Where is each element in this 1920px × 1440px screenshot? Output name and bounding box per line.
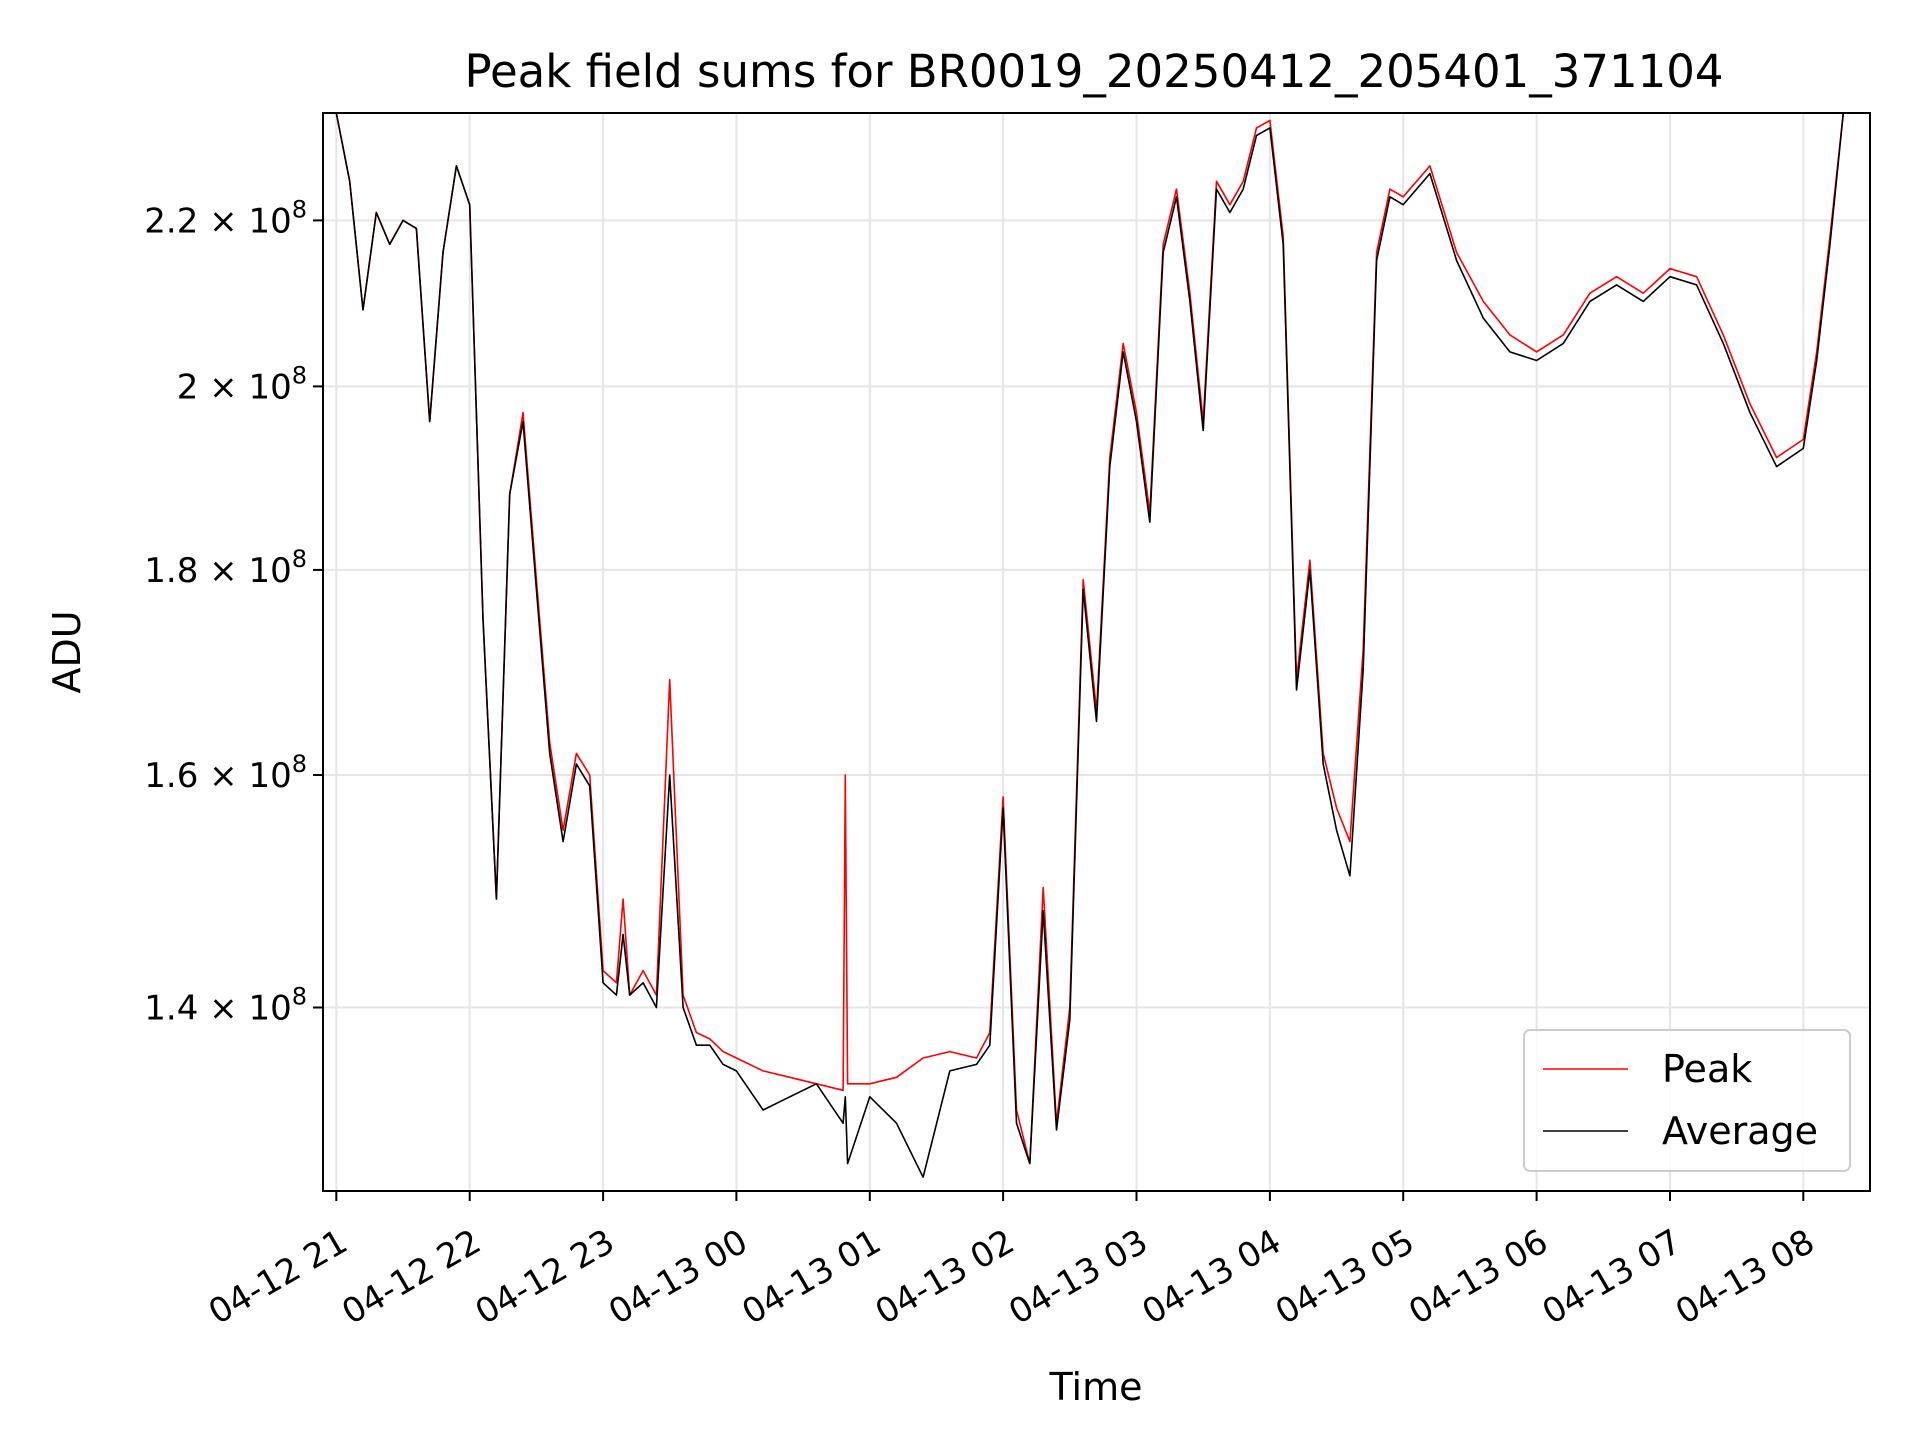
legend: Peak Average: [1523, 1029, 1851, 1172]
y-tick-label: 2.2 × 108: [144, 195, 307, 241]
plot-area: [322, 112, 1871, 1192]
y-tick-label: 2 × 108: [177, 361, 307, 407]
grid: [323, 113, 1870, 1191]
legend-label-peak: Peak: [1662, 1047, 1752, 1091]
x-axis-label: Time: [1049, 1365, 1143, 1409]
y-tick-label: 1.4 × 108: [144, 983, 307, 1029]
y-axis-label: ADU: [45, 610, 89, 693]
y-tick-label: 1.8 × 108: [144, 545, 307, 591]
legend-label-average: Average: [1662, 1109, 1818, 1153]
series-line-average: [323, 112, 1870, 1178]
chart-title: Peak field sums for BR0019_20250412_2054…: [464, 45, 1723, 98]
series-lines: [323, 112, 1870, 1178]
plot-background: [323, 113, 1870, 1191]
legend-box: [1523, 1029, 1851, 1172]
plot-frame: [322, 112, 1871, 1192]
y-axis-ticks: 1.4 × 108 1.6 × 108 1.8 × 108 2 × 108 2.2 × …: [144, 195, 323, 1029]
y-tick-label: 1.6 × 108: [144, 750, 307, 796]
